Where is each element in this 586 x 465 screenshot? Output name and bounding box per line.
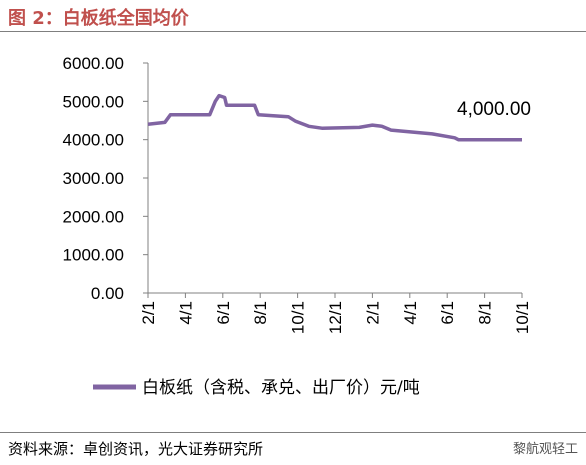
figure-title: 图 2：白板纸全国均价 [8,8,189,29]
legend-label: 白板纸（含税、承兑、出厂价）元/吨 [142,378,420,398]
x-tick-label: 10/1 [289,301,308,334]
last-value-label: 4,000.00 [457,99,531,120]
x-tick-label: 12/1 [326,301,345,334]
y-axis: 0.00 1000.00 2000.00 3000.00 4000.00 5000.00 6… [63,54,149,303]
footer-rule [0,432,586,433]
legend: 白板纸（含税、承兑、出厂价）元/吨 [93,378,420,398]
y-tick-label: 4000.00 [63,131,124,150]
x-tick-label: 6/1 [214,301,233,325]
x-tick-label: 2/1 [363,301,382,325]
title-rule [0,31,586,32]
series-line [147,93,522,142]
watermark-text: 黎航观轻工 [512,442,578,457]
y-tick-label: 1000.00 [63,246,124,265]
x-tick-label: 4/1 [401,301,420,325]
x-tick-label: 2/1 [139,301,158,325]
x-tick-label: 6/1 [438,301,457,325]
x-tick-label: 4/1 [176,301,195,325]
y-tick-label: 3000.00 [63,169,124,188]
y-tick-label: 6000.00 [63,54,124,73]
y-tick-label: 2000.00 [63,207,124,226]
y-tick-label: 5000.00 [63,92,124,111]
series-layer [147,93,522,142]
x-tick-label: 8/1 [476,301,495,325]
x-axis: 2/1 4/1 6/1 8/1 10/1 12/1 2/1 4/1 6/1 8/1 10/1 [139,292,532,334]
y-tick-label: 0.00 [91,284,124,303]
source-note: 资料来源：卓创资讯，光大证券研究所 [8,440,264,458]
x-tick-label: 10/1 [513,301,532,334]
x-tick-label: 8/1 [251,301,270,325]
